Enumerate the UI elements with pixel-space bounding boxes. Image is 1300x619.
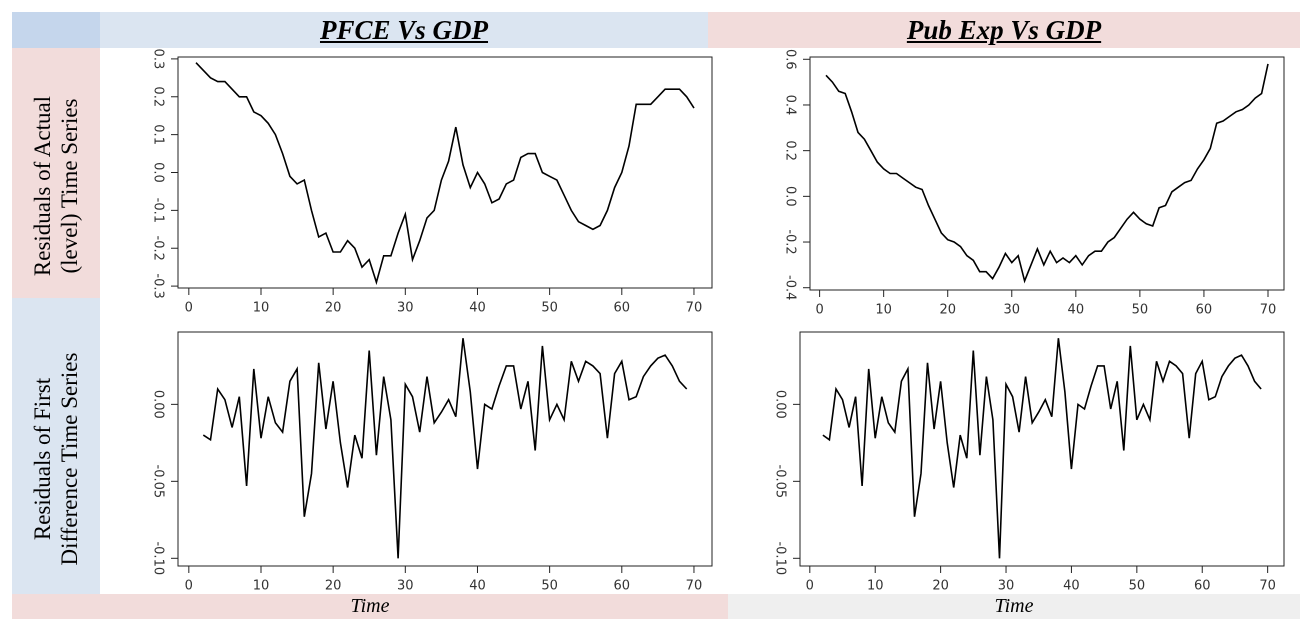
plot-frame <box>809 56 1285 291</box>
x-tick-label: 0 <box>806 579 814 594</box>
y-tick-label: 0.3 <box>151 49 166 70</box>
y-tick-label: -0.05 <box>151 465 166 499</box>
x-tick-label: 60 <box>614 301 631 316</box>
x-tick-label: 70 <box>686 301 703 316</box>
row-band <box>12 48 100 298</box>
x-tick-label: 40 <box>469 301 486 316</box>
y-tick-label: 0.00 <box>773 390 788 419</box>
y-tick-label: 0.0 <box>783 186 798 207</box>
x-tick-label: 50 <box>541 579 558 594</box>
x-tick-label: 30 <box>397 579 414 594</box>
x-axis-label: Time <box>728 594 1300 619</box>
y-tick-label: -0.05 <box>773 465 788 499</box>
plot-frame <box>799 331 1285 567</box>
y-tick-label: -0.4 <box>783 275 798 300</box>
y-tick-label: 0.2 <box>151 86 166 107</box>
x-tick-label: 20 <box>939 303 956 318</box>
line <box>825 63 1269 284</box>
x-tick-label: 0 <box>815 303 823 318</box>
y-tick-label: 0.4 <box>783 95 798 116</box>
x-tick-label: 0 <box>185 579 193 594</box>
y-tick-label: 0.1 <box>151 124 166 145</box>
x-tick-label: 40 <box>1068 303 1085 318</box>
x-axis-label: Time <box>12 594 728 619</box>
x-tick-label: 70 <box>1259 579 1276 594</box>
x-tick-label: 30 <box>1003 303 1020 318</box>
x-tick-label: 40 <box>1063 579 1080 594</box>
line <box>202 338 688 559</box>
y-tick-label: -0.3 <box>151 273 166 298</box>
x-tick-label: 10 <box>867 579 884 594</box>
line <box>822 338 1262 559</box>
x-tick-label: 10 <box>253 301 270 316</box>
x-tick-label: 20 <box>325 579 342 594</box>
column-title: Pub Exp Vs GDP <box>708 12 1300 48</box>
column-title: PFCE Vs GDP <box>100 12 708 48</box>
y-tick-label: 0.0 <box>151 162 166 183</box>
x-tick-label: 20 <box>932 579 949 594</box>
x-tick-label: 70 <box>686 579 703 594</box>
row-band <box>12 298 100 594</box>
x-tick-label: 60 <box>1194 579 1211 594</box>
x-tick-label: 70 <box>1260 303 1277 318</box>
x-tick-label: 0 <box>185 301 193 316</box>
x-tick-label: 50 <box>541 301 558 316</box>
x-tick-label: 10 <box>875 303 892 318</box>
plot-frame <box>177 331 713 567</box>
corner-band <box>12 12 100 48</box>
y-tick-label: -0.10 <box>151 541 166 575</box>
x-tick-label: 20 <box>325 301 342 316</box>
y-tick-label: -0.2 <box>151 236 166 261</box>
y-tick-label: -0.10 <box>773 541 788 575</box>
x-tick-label: 30 <box>998 579 1015 594</box>
x-tick-label: 50 <box>1129 579 1146 594</box>
x-tick-label: 60 <box>614 579 631 594</box>
y-tick-label: 0.6 <box>783 49 798 70</box>
x-tick-label: 40 <box>469 579 486 594</box>
y-tick-label: 0.00 <box>151 390 166 419</box>
x-tick-label: 60 <box>1196 303 1213 318</box>
x-tick-label: 50 <box>1132 303 1149 318</box>
y-tick-label: -0.2 <box>783 229 798 254</box>
x-tick-label: 10 <box>253 579 270 594</box>
x-tick-label: 30 <box>397 301 414 316</box>
y-tick-label: -0.1 <box>151 198 166 223</box>
line <box>195 62 695 286</box>
y-tick-label: 0.2 <box>783 140 798 161</box>
